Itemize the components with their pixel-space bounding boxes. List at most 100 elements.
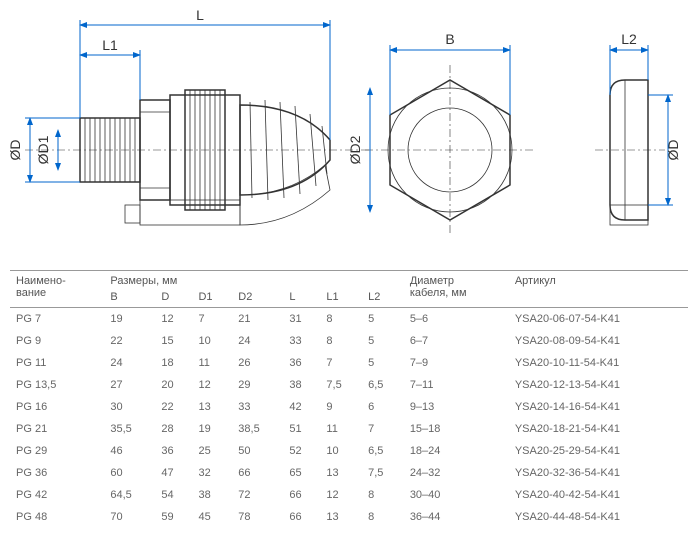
cell-art: YSA20-14-16-54-K41 (509, 396, 688, 418)
cell-name: PG 9 (10, 330, 104, 352)
col-D2: D2 (232, 291, 283, 308)
cell-D: 59 (155, 506, 192, 528)
table-row: PG 48705945786613836–44YSA20-44-48-54-K4… (10, 506, 688, 528)
cell-B: 35,5 (104, 418, 155, 440)
cell-L: 31 (283, 308, 320, 331)
cell-D2: 29 (232, 374, 283, 396)
cell-L1: 10 (320, 440, 362, 462)
cell-cable: 7–9 (404, 352, 509, 374)
cell-D: 47 (155, 462, 192, 484)
dim-label-D: ØD (10, 140, 23, 161)
dim-label-D1: ØD1 (35, 135, 51, 164)
cell-L: 65 (283, 462, 320, 484)
cell-B: 60 (104, 462, 155, 484)
cell-D2: 50 (232, 440, 283, 462)
table-row: PG 366047326665137,524–32YSA20-32-36-54-… (10, 462, 688, 484)
cell-B: 70 (104, 506, 155, 528)
cell-L2: 7,5 (362, 462, 404, 484)
cell-D1: 32 (192, 462, 232, 484)
table-header: Наимено- вание Размеры, мм Диаметр кабел… (10, 271, 688, 308)
cell-L2: 5 (362, 308, 404, 331)
cell-L1: 8 (320, 308, 362, 331)
cell-L2: 8 (362, 506, 404, 528)
cell-D1: 10 (192, 330, 232, 352)
cell-D: 28 (155, 418, 192, 440)
cell-cable: 6–7 (404, 330, 509, 352)
table-row: PG 7191272131855–6YSA20-06-07-54-K41 (10, 308, 688, 331)
cell-art: YSA20-44-48-54-K41 (509, 506, 688, 528)
cell-D2: 78 (232, 506, 283, 528)
dim-label-D2: ØD2 (347, 135, 363, 164)
cell-cable: 24–32 (404, 462, 509, 484)
cell-L: 38 (283, 374, 320, 396)
cell-D2: 24 (232, 330, 283, 352)
cell-art: YSA20-12-13-54-K41 (509, 374, 688, 396)
cell-D1: 11 (192, 352, 232, 374)
table-row: PG 294636255052106,518–24YSA20-25-29-54-… (10, 440, 688, 462)
cell-name: PG 13,5 (10, 374, 104, 396)
cell-name: PG 21 (10, 418, 104, 440)
cell-D: 22 (155, 396, 192, 418)
dimensions-table: Наимено- вание Размеры, мм Диаметр кабел… (10, 270, 688, 528)
cell-D: 36 (155, 440, 192, 462)
drawing-svg: L L1 ØD ØD1 B (10, 10, 698, 270)
cell-B: 46 (104, 440, 155, 462)
dim-label-L: L (196, 10, 204, 23)
cell-D1: 25 (192, 440, 232, 462)
dim-label-L2: L2 (621, 31, 637, 47)
cell-D: 18 (155, 352, 192, 374)
cell-L2: 5 (362, 330, 404, 352)
cell-D: 20 (155, 374, 192, 396)
cell-L: 51 (283, 418, 320, 440)
cell-L: 42 (283, 396, 320, 418)
col-name: Наимено- вание (10, 271, 104, 308)
cell-L1: 12 (320, 484, 362, 506)
cell-art: YSA20-08-09-54-K41 (509, 330, 688, 352)
cell-L1: 11 (320, 418, 362, 440)
col-D: D (155, 291, 192, 308)
cell-L2: 8 (362, 484, 404, 506)
col-L2: L2 (362, 291, 404, 308)
cell-B: 64,5 (104, 484, 155, 506)
cell-B: 24 (104, 352, 155, 374)
cell-art: YSA20-25-29-54-K41 (509, 440, 688, 462)
cell-D1: 12 (192, 374, 232, 396)
table-row: PG 13,527201229387,56,57–11YSA20-12-13-5… (10, 374, 688, 396)
cell-D: 54 (155, 484, 192, 506)
cell-art: YSA20-32-36-54-K41 (509, 462, 688, 484)
cell-art: YSA20-10-11-54-K41 (509, 352, 688, 374)
cell-D2: 66 (232, 462, 283, 484)
dim-label-B: B (445, 31, 454, 47)
cell-L: 36 (283, 352, 320, 374)
cell-D2: 21 (232, 308, 283, 331)
cell-D1: 19 (192, 418, 232, 440)
cell-D2: 26 (232, 352, 283, 374)
dim-label-D-right: ØD (665, 140, 681, 161)
col-dims-group: Размеры, мм (104, 271, 403, 292)
cell-L2: 6,5 (362, 440, 404, 462)
cell-name: PG 36 (10, 462, 104, 484)
cell-name: PG 16 (10, 396, 104, 418)
cell-L1: 9 (320, 396, 362, 418)
cell-D: 12 (155, 308, 192, 331)
col-article: Артикул (509, 271, 688, 308)
cell-cable: 15–18 (404, 418, 509, 440)
cell-name: PG 11 (10, 352, 104, 374)
cell-cable: 18–24 (404, 440, 509, 462)
cell-L2: 7 (362, 418, 404, 440)
cell-B: 30 (104, 396, 155, 418)
cell-D1: 7 (192, 308, 232, 331)
table-body: PG 7191272131855–6YSA20-06-07-54-K41PG 9… (10, 308, 688, 529)
cell-name: PG 29 (10, 440, 104, 462)
cell-art: YSA20-06-07-54-K41 (509, 308, 688, 331)
cell-B: 27 (104, 374, 155, 396)
cell-L1: 7,5 (320, 374, 362, 396)
technical-drawing-area: L L1 ØD ØD1 B (10, 10, 688, 270)
cell-name: PG 42 (10, 484, 104, 506)
cell-art: YSA20-40-42-54-K41 (509, 484, 688, 506)
col-cable: Диаметр кабеля, мм (404, 271, 509, 308)
cell-L2: 6 (362, 396, 404, 418)
cell-D2: 33 (232, 396, 283, 418)
cell-L: 66 (283, 484, 320, 506)
col-L: L (283, 291, 320, 308)
